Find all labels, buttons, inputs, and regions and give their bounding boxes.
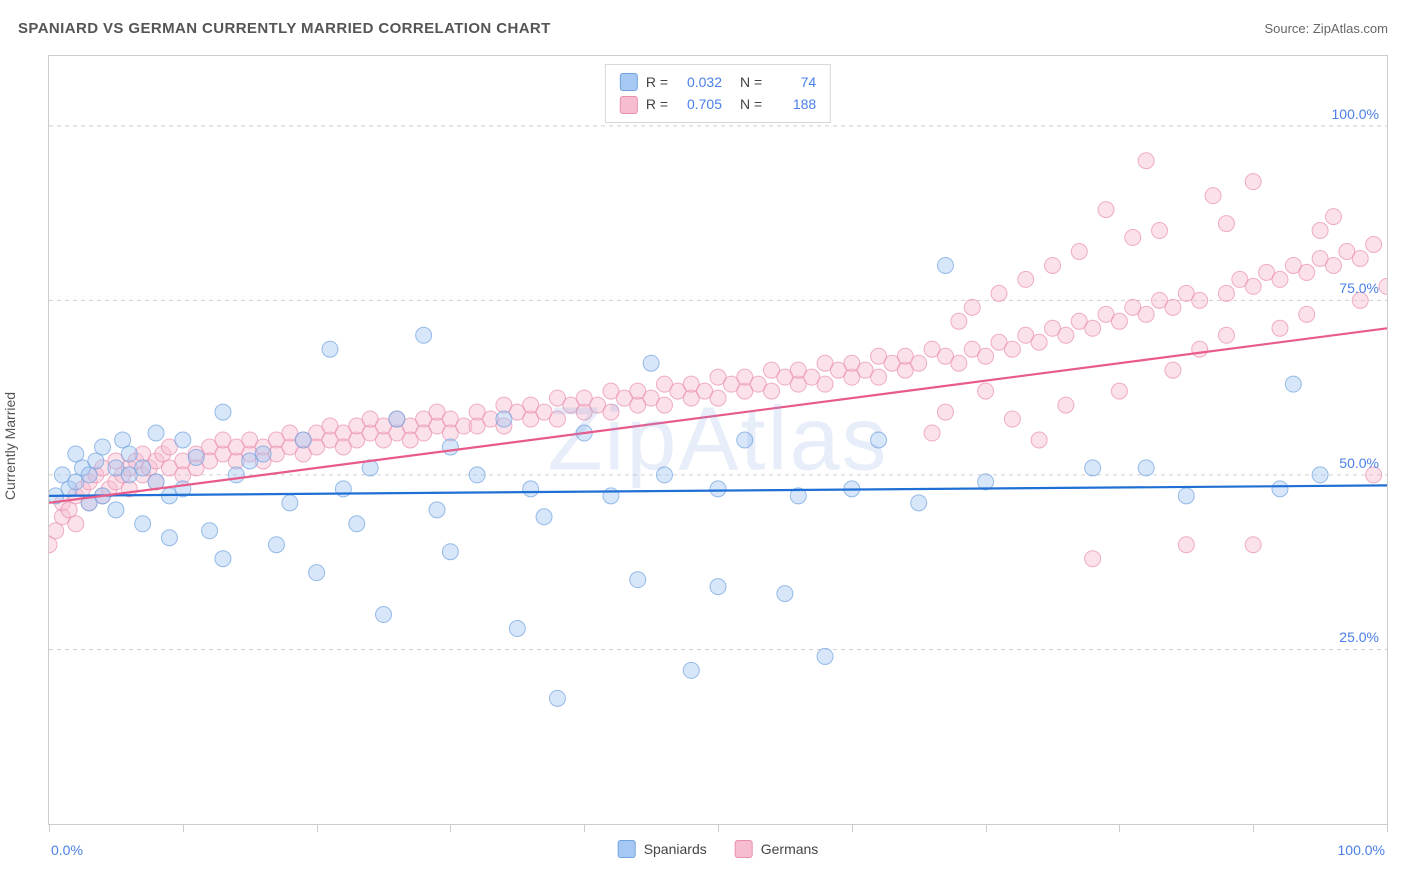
x-tick-mark [450,824,451,832]
y-axis-label: Currently Married [2,392,18,500]
legend-swatch [735,840,753,858]
legend-series-item: Spaniards [618,840,707,858]
legend-corr-row: R =0.032N =74 [620,71,816,93]
legend-n-value: 74 [770,71,816,93]
x-tick-mark [1119,824,1120,832]
legend-swatch [618,840,636,858]
legend-swatch [620,96,638,114]
legend-n-value: 188 [770,93,816,115]
chart-container: SPANIARD VS GERMAN CURRENTLY MARRIED COR… [0,0,1406,892]
x-tick-mark [1253,824,1254,832]
legend-r-value: 0.705 [676,93,722,115]
legend-series-label: Spaniards [644,841,707,857]
legend-correlation: R =0.032N =74R =0.705N =188 [605,64,831,123]
legend-swatch [620,73,638,91]
x-tick-mark [49,824,50,832]
source-credit: Source: ZipAtlas.com [1264,21,1388,36]
y-tick-label: 75.0% [1339,280,1379,296]
source-link[interactable]: ZipAtlas.com [1313,21,1388,36]
legend-series: Spaniards Germans [618,840,819,858]
x-tick-mark [852,824,853,832]
x-tick-label-right: 100.0% [1338,842,1385,858]
legend-corr-row: R =0.705N =188 [620,93,816,115]
x-tick-mark [584,824,585,832]
title-row: SPANIARD VS GERMAN CURRENTLY MARRIED COR… [18,20,1388,37]
x-tick-mark [718,824,719,832]
legend-series-label: Germans [761,841,819,857]
y-tick-label: 50.0% [1339,455,1379,471]
y-tick-label: 25.0% [1339,629,1379,645]
x-tick-mark [183,824,184,832]
legend-series-item: Germans [735,840,819,858]
chart-svg [49,56,1387,824]
x-tick-mark [986,824,987,832]
plot-area: ZipAtlas R =0.032N =74R =0.705N =188 25.… [48,55,1388,825]
x-tick-mark [1387,824,1388,832]
y-tick-label: 100.0% [1332,106,1379,122]
x-tick-mark [317,824,318,832]
x-tick-label-left: 0.0% [51,842,83,858]
legend-r-value: 0.032 [676,71,722,93]
chart-title: SPANIARD VS GERMAN CURRENTLY MARRIED COR… [18,20,551,37]
